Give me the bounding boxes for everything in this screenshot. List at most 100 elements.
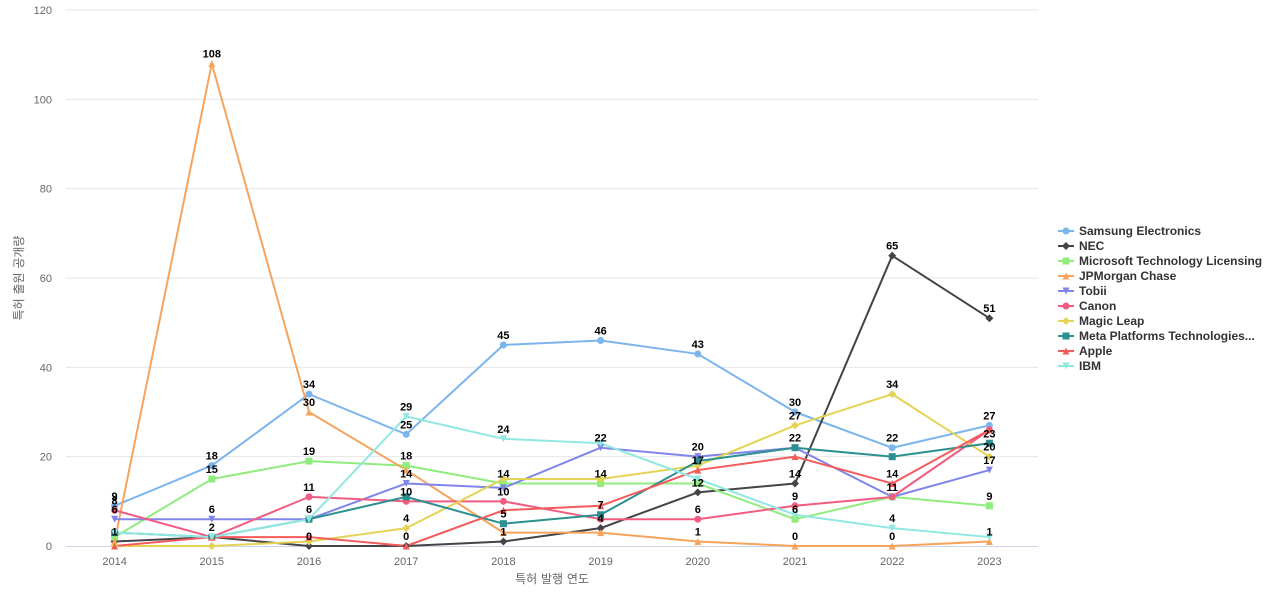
data-point xyxy=(694,466,702,474)
data-point xyxy=(596,524,605,533)
data-point xyxy=(305,515,313,523)
data-point xyxy=(694,350,702,358)
data-label: 27 xyxy=(983,410,995,422)
data-point xyxy=(402,462,410,470)
data-point xyxy=(208,475,216,483)
legend-label: JPMorgan Chase xyxy=(1079,269,1177,283)
series-line xyxy=(113,428,991,539)
data-point xyxy=(208,533,216,541)
legend-label: Tobii xyxy=(1079,284,1107,298)
series-line xyxy=(113,254,991,547)
series-line xyxy=(113,446,991,521)
data-point xyxy=(985,452,994,461)
data-point xyxy=(305,457,313,465)
data-label: 108 xyxy=(203,49,221,61)
data-label: 18 xyxy=(206,451,218,463)
legend-item[interactable]: Tobii xyxy=(1058,284,1107,298)
data-point xyxy=(499,497,507,505)
data-point xyxy=(791,502,799,510)
series-line xyxy=(113,62,991,547)
data-label: 9 xyxy=(986,491,992,503)
data-label: 6 xyxy=(209,504,215,516)
legend-symbol xyxy=(1062,362,1070,370)
data-point xyxy=(985,502,993,510)
legend-item[interactable]: NEC xyxy=(1058,239,1105,253)
series-line xyxy=(113,428,991,547)
data-point xyxy=(402,493,410,501)
legend-item[interactable]: IBM xyxy=(1058,359,1101,373)
data-point xyxy=(694,457,702,465)
data-point xyxy=(305,493,313,501)
data-label: 17 xyxy=(983,455,995,467)
legend-item[interactable]: JPMorgan Chase xyxy=(1058,269,1177,283)
data-labels: 9861108181562343019116029251814104045241… xyxy=(112,49,996,543)
data-point xyxy=(499,479,507,487)
series-line xyxy=(113,415,991,539)
legend-label: Canon xyxy=(1079,299,1116,313)
legend-symbol xyxy=(1062,257,1070,265)
data-label: 4 xyxy=(889,513,896,525)
legend-label: Apple xyxy=(1079,344,1113,358)
data-label: 10 xyxy=(400,486,412,498)
legend-label: IBM xyxy=(1079,359,1101,373)
data-point xyxy=(597,337,605,345)
legend-label: Meta Platforms Technologies... xyxy=(1079,329,1255,343)
data-label: 43 xyxy=(692,339,704,351)
data-point xyxy=(111,533,119,541)
data-point xyxy=(402,479,410,487)
data-label: 22 xyxy=(594,433,606,445)
x-tick-label: 2014 xyxy=(102,556,126,568)
data-label: 14 xyxy=(594,468,607,480)
legend-symbol xyxy=(1062,272,1070,280)
data-point xyxy=(888,390,897,399)
data-point xyxy=(499,520,507,528)
legend-symbol xyxy=(1062,287,1070,295)
data-point xyxy=(111,506,119,514)
x-tick-label: 2017 xyxy=(394,556,418,568)
legend-symbol xyxy=(1062,332,1070,340)
data-point xyxy=(499,484,507,492)
data-label: 34 xyxy=(303,379,316,391)
data-point xyxy=(985,538,993,546)
data-label: 1 xyxy=(986,527,992,539)
data-point xyxy=(111,515,119,523)
data-label: 6 xyxy=(792,504,798,516)
legend-item[interactable]: Microsoft Technology Licensing xyxy=(1058,254,1262,268)
x-axis-title: 특허 발행 연도 xyxy=(515,571,589,586)
data-point xyxy=(499,506,507,514)
data-label: 1 xyxy=(500,527,506,539)
data-label: 4 xyxy=(403,513,410,525)
data-label: 29 xyxy=(400,401,412,413)
y-tick-label: 40 xyxy=(40,362,52,374)
legend-symbol xyxy=(1062,242,1070,250)
legend-item[interactable]: Canon xyxy=(1058,299,1116,313)
legend-item[interactable]: Apple xyxy=(1058,344,1113,358)
data-label: 11 xyxy=(303,482,315,494)
x-axis-ticks: 2014 2015 2016 2017 2018 2019 2020 2021 2022 2023 xyxy=(102,556,1001,568)
data-label: 18 xyxy=(400,451,412,463)
data-point xyxy=(791,421,799,430)
data-point xyxy=(693,488,702,497)
legend-item[interactable]: Samsung Electronics xyxy=(1058,224,1201,238)
data-point xyxy=(499,537,508,546)
data-point xyxy=(888,524,896,532)
data-point xyxy=(207,542,216,550)
series-markers xyxy=(110,60,994,550)
data-point xyxy=(791,408,799,416)
data-label: 23 xyxy=(983,428,995,440)
data-point xyxy=(402,524,411,533)
data-point xyxy=(402,542,410,550)
data-point xyxy=(791,479,799,488)
data-point xyxy=(694,515,702,523)
y-tick-label: 100 xyxy=(34,94,52,106)
data-label: 10 xyxy=(497,486,509,498)
data-point xyxy=(111,538,119,546)
legend-item[interactable]: Meta Platforms Technologies... xyxy=(1058,329,1255,343)
x-tick-label: 2021 xyxy=(783,556,807,568)
data-point xyxy=(402,430,410,438)
data-label: 2 xyxy=(209,522,215,534)
legend-item[interactable]: Magic Leap xyxy=(1058,314,1144,328)
x-tick-label: 2015 xyxy=(200,556,224,568)
